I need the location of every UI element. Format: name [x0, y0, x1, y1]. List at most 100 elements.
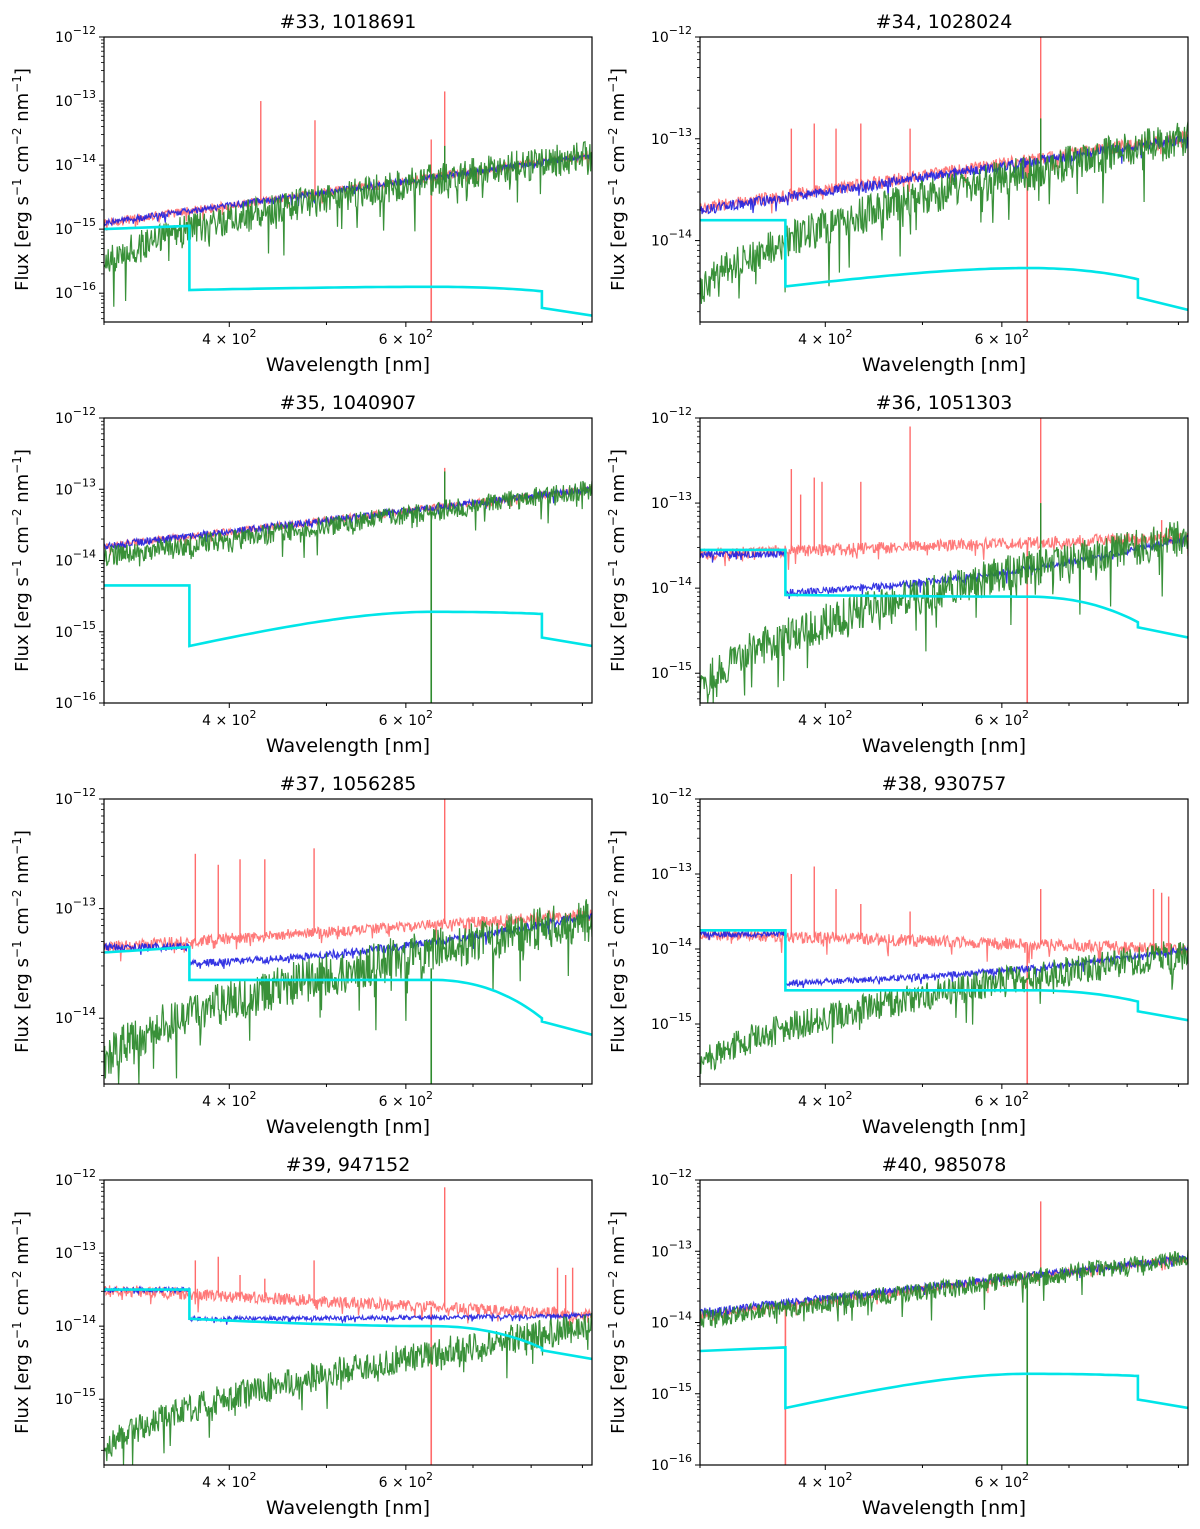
plot-area	[700, 1201, 1188, 1465]
series-model-line	[104, 1288, 592, 1361]
axes-frame	[699, 1179, 1189, 1466]
x-tick-label: 4 × 102	[798, 1470, 852, 1491]
chart-title: #39, 947152	[286, 1154, 411, 1176]
svg-text:Flux [erg s−1 cm−2 nm−1]: Flux [erg s−1 cm−2 nm−1]	[10, 1211, 33, 1434]
series-model-line	[700, 218, 1188, 312]
x-tick-label: 4 × 102	[202, 1470, 256, 1491]
y-axis-label: Flux [erg s−1 cm−2 nm−1]	[606, 68, 629, 291]
y-axis-label: Flux [erg s−1 cm−2 nm−1]	[606, 449, 629, 672]
y-tick-label: 10−14	[55, 152, 96, 174]
series-spectrum-line	[700, 1249, 1188, 1328]
axes-frame	[699, 417, 1189, 704]
y-tick-label: 10−14	[651, 575, 692, 597]
series-model-line	[700, 1346, 1188, 1410]
y-tick-label: 10−14	[651, 936, 692, 958]
chart-panel-4: 10−15 10−14 10−13 10−12 4 × 102 6 × 102 #36, 1…	[606, 392, 1189, 757]
axes-frame	[699, 36, 1189, 323]
y-tick-label: 10−13	[55, 896, 96, 918]
plot-area	[104, 91, 592, 322]
y-tick-label: 10−16	[55, 280, 96, 302]
y-tick-label: 10−13	[55, 1240, 96, 1262]
svg-text:Flux [erg s−1 cm−2 nm−1]: Flux [erg s−1 cm−2 nm−1]	[606, 449, 629, 672]
chart-panel-2: 10−14 10−13 10−12 4 × 102 6 × 102 #34, 102802…	[606, 11, 1189, 376]
plot-area	[700, 418, 1188, 703]
series-model-line	[700, 548, 1188, 639]
x-tick-label: 4 × 102	[798, 327, 852, 348]
svg-text:Flux [erg s−1 cm−2 nm−1]: Flux [erg s−1 cm−2 nm−1]	[10, 68, 33, 291]
x-axis-label: Wavelength [nm]	[266, 735, 430, 757]
y-tick-label: 10−14	[55, 548, 96, 570]
chart-title: #34, 1028024	[876, 11, 1013, 33]
series-model-line	[104, 224, 592, 317]
series-spectrum-line	[104, 480, 592, 567]
series-spectrum-line	[700, 121, 1188, 304]
y-axis-label: Flux [erg s−1 cm−2 nm−1]	[606, 830, 629, 1053]
series-spectrum-line	[700, 534, 1188, 599]
chart-panel-3: 10−16 10−15 10−14 10−13 10−12 4 × 102 6 × 102 #…	[10, 392, 593, 757]
x-tick-label: 4 × 102	[798, 708, 852, 729]
chart-panel-6: 10−15 10−14 10−13 10−12 4 × 102 6 × 102 #38, 9…	[606, 773, 1189, 1138]
series-model-line	[700, 929, 1188, 1022]
y-tick-label: 10−14	[55, 1313, 96, 1335]
chart-title: #36, 1051303	[876, 392, 1013, 414]
x-tick-label: 6 × 102	[379, 1470, 433, 1491]
y-tick-label: 10−12	[651, 786, 692, 808]
y-tick-label: 10−15	[55, 619, 96, 641]
y-axis-label: Flux [erg s−1 cm−2 nm−1]	[10, 449, 33, 672]
y-tick-label: 10−12	[55, 786, 96, 808]
y-tick-label: 10−12	[55, 24, 96, 46]
svg-text:Flux [erg s−1 cm−2 nm−1]: Flux [erg s−1 cm−2 nm−1]	[606, 1211, 629, 1434]
x-axis-label: Wavelength [nm]	[266, 1497, 430, 1519]
y-tick-label: 10−14	[651, 228, 692, 250]
chart-title: #40, 985078	[882, 1154, 1007, 1176]
y-tick-label: 10−16	[55, 690, 96, 712]
y-tick-label: 10−12	[651, 405, 692, 427]
y-tick-label: 10−15	[651, 1381, 692, 1403]
chart-panel-7: 10−15 10−14 10−13 10−12 4 × 102 6 × 102 #39, 9…	[10, 1154, 593, 1519]
y-tick-label: 10−15	[55, 216, 96, 238]
x-axis-label: Wavelength [nm]	[266, 1116, 430, 1138]
y-tick-label: 10−13	[55, 88, 96, 110]
y-tick-label: 10−15	[651, 1011, 692, 1033]
series-spectrum-line	[104, 1313, 592, 1465]
plot-area	[104, 1187, 592, 1465]
chart-title: #35, 1040907	[280, 392, 417, 414]
axes-frame	[103, 417, 593, 704]
plot-area	[104, 467, 592, 703]
y-tick-label: 10−15	[651, 660, 692, 682]
x-tick-label: 4 × 102	[798, 1089, 852, 1110]
x-tick-label: 4 × 102	[202, 1089, 256, 1110]
x-tick-label: 6 × 102	[975, 327, 1029, 348]
y-tick-label: 10−13	[55, 476, 96, 498]
y-tick-label: 10−13	[651, 490, 692, 512]
series-spectrum-line	[104, 899, 592, 1084]
y-tick-label: 10−14	[651, 1310, 692, 1332]
chart-title: #37, 1056285	[280, 773, 417, 795]
x-tick-label: 4 × 102	[202, 327, 256, 348]
x-tick-label: 6 × 102	[975, 1470, 1029, 1491]
axes-frame	[103, 36, 593, 323]
plot-area	[700, 866, 1188, 1084]
x-tick-label: 6 × 102	[975, 1089, 1029, 1110]
x-tick-label: 6 × 102	[379, 1089, 433, 1110]
axes-frame	[103, 1179, 593, 1466]
x-tick-label: 6 × 102	[379, 708, 433, 729]
series-model-line	[104, 945, 592, 1036]
x-axis-label: Wavelength [nm]	[862, 354, 1026, 376]
y-axis-label: Flux [erg s−1 cm−2 nm−1]	[606, 1211, 629, 1434]
plot-area	[104, 799, 592, 1084]
chart-title: #38, 930757	[882, 773, 1007, 795]
y-tick-label: 10−12	[55, 405, 96, 427]
y-tick-label: 10−14	[55, 1005, 96, 1027]
axes-frame	[699, 798, 1189, 1085]
plot-area	[700, 37, 1188, 322]
svg-text:Flux [erg s−1 cm−2 nm−1]: Flux [erg s−1 cm−2 nm−1]	[10, 830, 33, 1053]
y-axis-label: Flux [erg s−1 cm−2 nm−1]	[10, 830, 33, 1053]
x-axis-label: Wavelength [nm]	[862, 1497, 1026, 1519]
series-spectrum-line	[700, 941, 1188, 1074]
svg-text:Flux [erg s−1 cm−2 nm−1]: Flux [erg s−1 cm−2 nm−1]	[10, 449, 33, 672]
series-spectrum-line	[700, 928, 1188, 965]
x-axis-label: Wavelength [nm]	[862, 735, 1026, 757]
y-axis-label: Flux [erg s−1 cm−2 nm−1]	[10, 68, 33, 291]
